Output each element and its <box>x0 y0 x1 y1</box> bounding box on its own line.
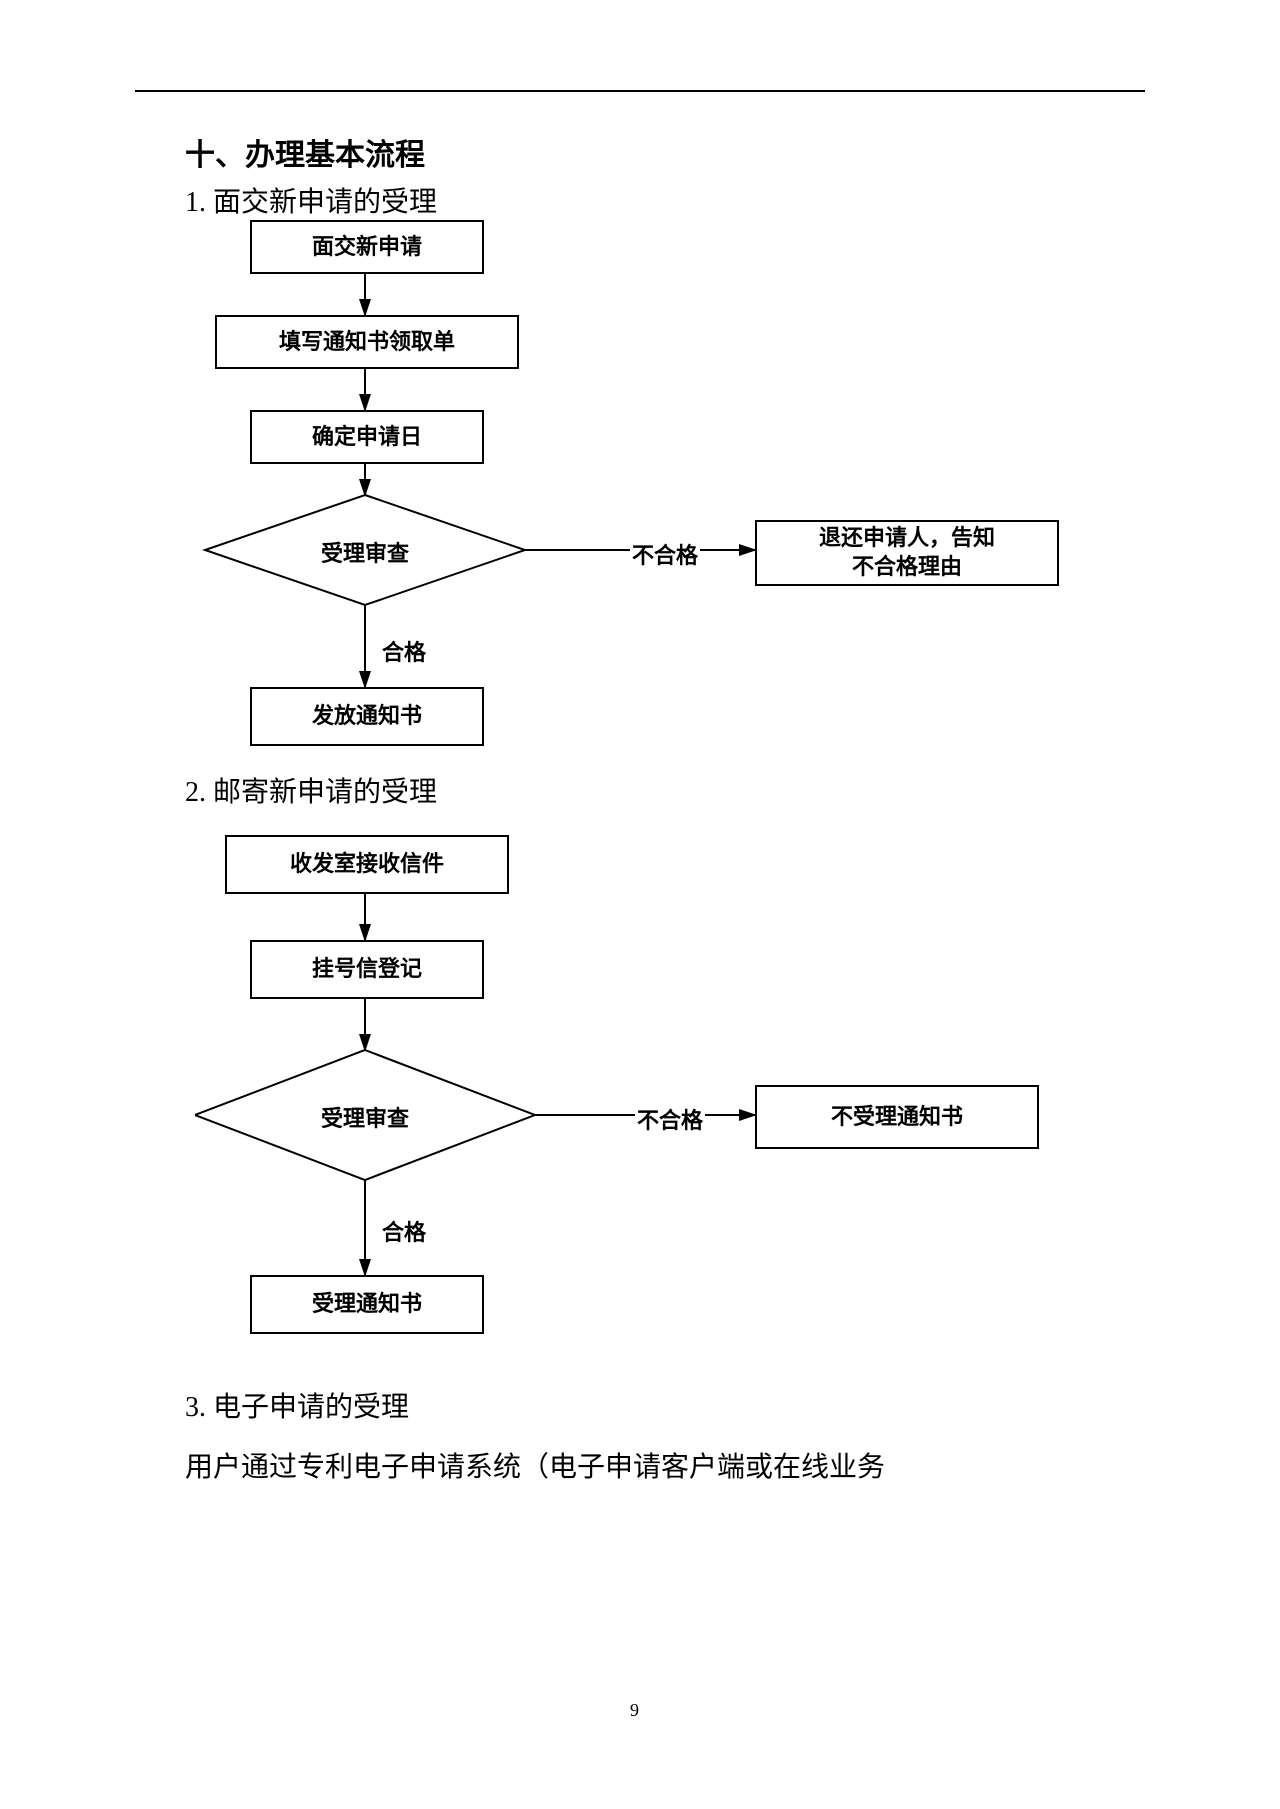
section3-title: 3. 电子申请的受理 <box>185 1385 409 1425</box>
flow-node: 受理通知书 <box>250 1275 484 1334</box>
flowchart-1: 面交新申请填写通知书领取单确定申请日受理审查发放通知书 退还申请人，告知 不合格理… <box>195 220 1095 760</box>
flow-edge-label: 不合格 <box>635 1103 705 1135</box>
document-page: 十、办理基本流程 1. 面交新申请的受理 面交新申请填写通知书领取单确定申请日受… <box>0 0 1280 1809</box>
flowchart-2: 收发室接收信件挂号信登记受理审查受理通知书 不受理通知书合格 不合格 <box>195 820 1095 1350</box>
flow-node: 确定申请日 <box>250 410 484 464</box>
section1-title: 1. 面交新申请的受理 <box>185 180 437 220</box>
flow-node-label: 受理审查 <box>285 1101 445 1133</box>
flow-node: 填写通知书领取单 <box>215 315 519 369</box>
flow-node-label: 受理审查 <box>285 536 445 568</box>
flow-edge-label: 不合格 <box>630 538 700 570</box>
flow-node: 不受理通知书 <box>755 1085 1039 1149</box>
flow-node: 发放通知书 <box>250 687 484 746</box>
top-rule <box>135 90 1145 92</box>
flow-node: 挂号信登记 <box>250 940 484 999</box>
section-heading: 十、办理基本流程 <box>185 130 425 174</box>
page-number: 9 <box>630 1700 639 1721</box>
flow-node: 退还申请人，告知 不合格理由 <box>755 520 1059 586</box>
flow-node: 收发室接收信件 <box>225 835 509 894</box>
section3-paragraph: 用户通过专利电子申请系统（电子申请客户端或在线业务 <box>185 1445 885 1485</box>
flow-edge-label: 合格 <box>380 1215 428 1247</box>
section2-title: 2. 邮寄新申请的受理 <box>185 770 437 810</box>
flow-edge-label: 合格 <box>380 635 428 667</box>
flow-node: 面交新申请 <box>250 220 484 274</box>
